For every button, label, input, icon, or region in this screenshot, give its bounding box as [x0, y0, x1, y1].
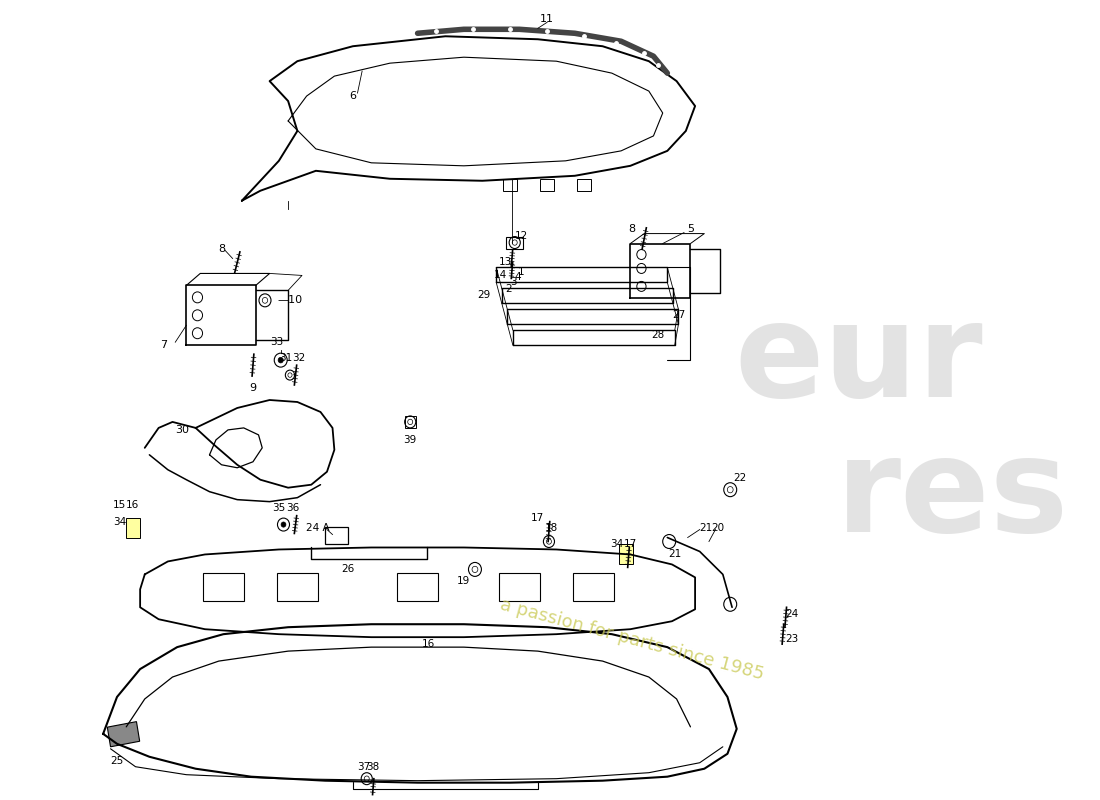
Text: 30: 30: [175, 425, 189, 435]
Text: 16: 16: [422, 639, 436, 649]
Text: 1: 1: [518, 267, 525, 278]
Bar: [108, 722, 140, 746]
Text: 15: 15: [113, 500, 127, 510]
Text: —10: —10: [277, 295, 302, 306]
Text: 12: 12: [515, 230, 528, 241]
Text: 21: 21: [668, 550, 681, 559]
Bar: [126, 518, 140, 538]
Text: 4: 4: [514, 273, 520, 282]
Bar: [573, 574, 614, 602]
Text: 14: 14: [494, 270, 507, 281]
Text: eur: eur: [734, 297, 982, 424]
Text: 35: 35: [272, 502, 286, 513]
Bar: [576, 178, 592, 190]
Text: 8: 8: [628, 223, 636, 234]
Text: 17: 17: [624, 539, 637, 550]
Bar: [619, 545, 634, 565]
Circle shape: [277, 518, 289, 531]
Text: 5: 5: [688, 223, 694, 234]
Text: 22: 22: [733, 473, 746, 482]
Text: 13: 13: [499, 258, 513, 267]
Text: 9: 9: [250, 383, 256, 393]
Text: 11: 11: [540, 14, 554, 24]
Text: 7: 7: [160, 340, 167, 350]
Text: 36: 36: [286, 502, 299, 513]
Text: res: res: [836, 432, 1069, 559]
Circle shape: [274, 353, 287, 367]
Text: 8: 8: [218, 243, 226, 254]
Bar: [540, 178, 554, 190]
Text: 29: 29: [477, 290, 491, 300]
Text: 18: 18: [546, 522, 559, 533]
Text: 31: 31: [279, 353, 293, 363]
Text: 17: 17: [531, 513, 544, 522]
Text: 27: 27: [672, 310, 685, 320]
Bar: [277, 574, 318, 602]
Bar: [503, 178, 517, 190]
Text: 38: 38: [366, 762, 379, 772]
Bar: [405, 416, 416, 428]
Text: 16: 16: [126, 500, 140, 510]
Text: 34: 34: [113, 517, 127, 526]
Text: 19: 19: [458, 576, 471, 586]
Text: 23: 23: [785, 634, 799, 644]
Circle shape: [282, 522, 286, 527]
Text: 25: 25: [110, 756, 123, 766]
Text: 6: 6: [350, 91, 356, 101]
Text: 26: 26: [342, 565, 355, 574]
Text: a passion for parts since 1985: a passion for parts since 1985: [498, 595, 767, 683]
Text: 34: 34: [609, 539, 623, 550]
Text: 37: 37: [358, 762, 371, 772]
Text: 20: 20: [712, 522, 725, 533]
Text: 32: 32: [293, 353, 306, 363]
Bar: [204, 574, 244, 602]
Text: 24 A: 24 A: [306, 522, 330, 533]
Text: 33: 33: [271, 338, 284, 347]
Text: 2: 2: [505, 284, 512, 294]
Text: 24: 24: [785, 610, 799, 619]
Text: 3: 3: [510, 278, 517, 287]
Circle shape: [278, 358, 284, 363]
Text: 28: 28: [651, 330, 664, 340]
Text: 39: 39: [404, 435, 417, 445]
Bar: [499, 574, 540, 602]
Text: 21: 21: [700, 522, 713, 533]
Bar: [397, 574, 438, 602]
Bar: [326, 526, 349, 545]
Bar: [506, 237, 522, 249]
